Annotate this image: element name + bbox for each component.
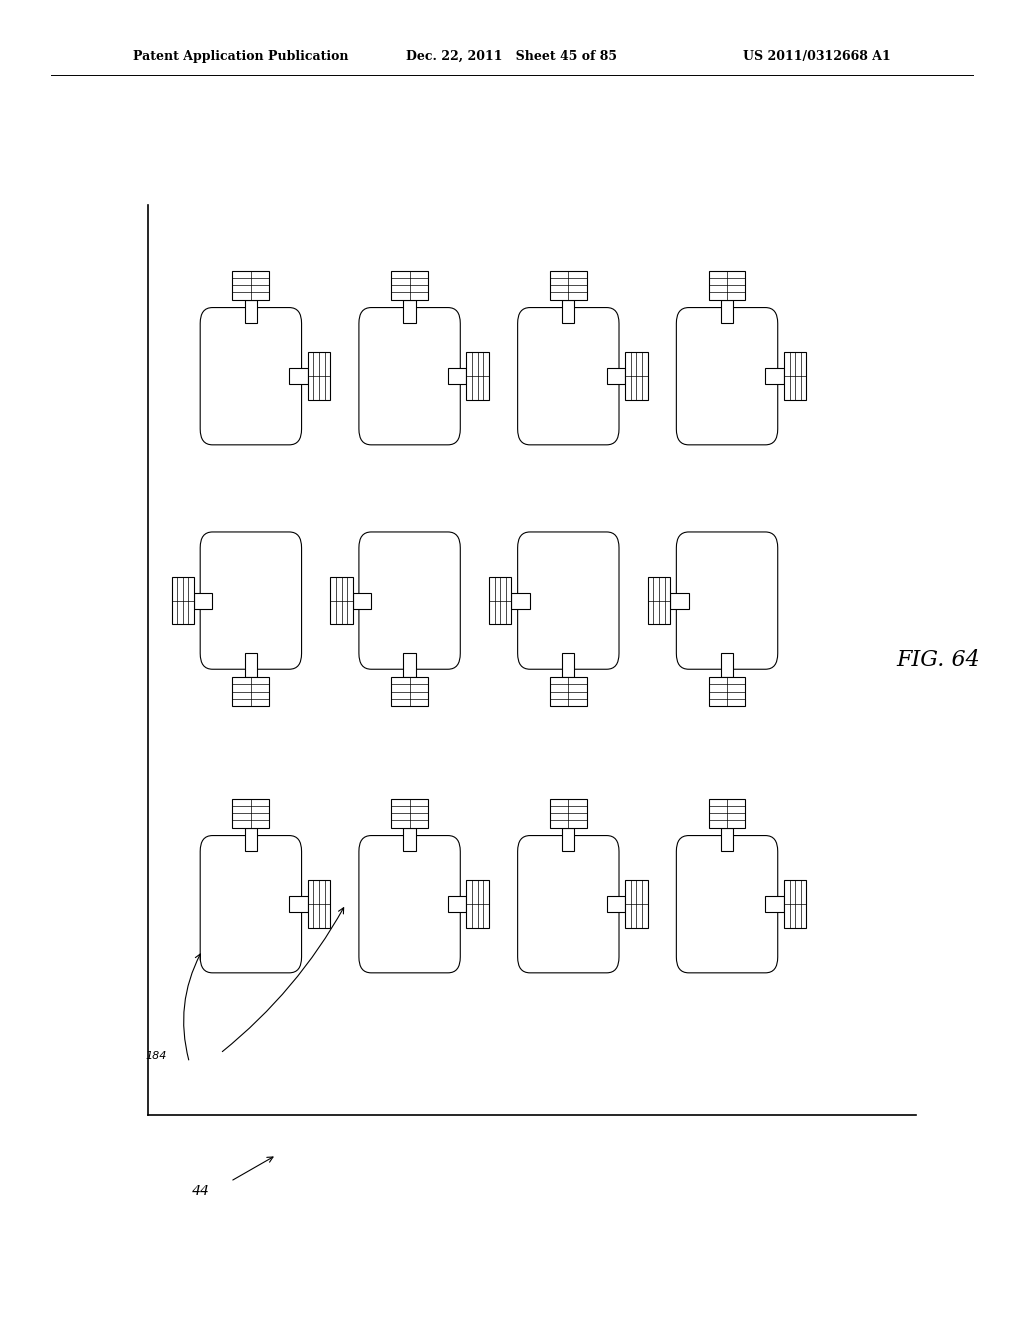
Text: FIG. 64: FIG. 64	[896, 649, 980, 671]
Bar	[765, 896, 784, 912]
Bar	[403, 300, 416, 323]
Bar	[245, 653, 257, 677]
FancyBboxPatch shape	[200, 836, 301, 973]
Bar	[489, 577, 512, 624]
FancyBboxPatch shape	[676, 532, 778, 669]
Bar	[709, 799, 745, 828]
FancyBboxPatch shape	[359, 308, 461, 445]
Bar	[562, 828, 574, 851]
Bar	[467, 880, 489, 928]
Bar	[172, 577, 195, 624]
Bar	[550, 677, 587, 706]
Bar	[289, 896, 307, 912]
FancyBboxPatch shape	[518, 836, 618, 973]
Bar	[625, 880, 648, 928]
Text: Patent Application Publication: Patent Application Publication	[133, 50, 348, 63]
Bar	[245, 300, 257, 323]
Bar	[449, 368, 467, 384]
FancyBboxPatch shape	[518, 532, 618, 669]
Bar	[709, 271, 745, 300]
Bar	[709, 677, 745, 706]
Bar	[625, 352, 648, 400]
Text: US 2011/0312668 A1: US 2011/0312668 A1	[743, 50, 891, 63]
Bar	[195, 593, 213, 609]
FancyBboxPatch shape	[676, 836, 778, 973]
FancyBboxPatch shape	[359, 836, 461, 973]
Bar	[765, 368, 784, 384]
Bar	[232, 799, 269, 828]
Bar	[721, 828, 733, 851]
FancyBboxPatch shape	[200, 532, 301, 669]
Bar	[784, 352, 807, 400]
Text: 184: 184	[145, 1051, 167, 1061]
FancyBboxPatch shape	[359, 532, 461, 669]
Bar	[562, 653, 574, 677]
Bar	[784, 880, 807, 928]
Bar	[467, 352, 489, 400]
Bar	[721, 300, 733, 323]
Bar	[550, 271, 587, 300]
Bar	[512, 593, 530, 609]
Bar	[606, 896, 625, 912]
Bar	[606, 368, 625, 384]
Bar	[391, 271, 428, 300]
FancyBboxPatch shape	[518, 308, 618, 445]
Bar	[562, 300, 574, 323]
Bar	[330, 577, 352, 624]
Bar	[449, 896, 467, 912]
Bar	[245, 828, 257, 851]
Bar	[232, 677, 269, 706]
Bar	[403, 653, 416, 677]
Text: Dec. 22, 2011   Sheet 45 of 85: Dec. 22, 2011 Sheet 45 of 85	[407, 50, 617, 63]
Bar	[391, 799, 428, 828]
Text: 44: 44	[193, 1184, 210, 1197]
Bar	[721, 653, 733, 677]
FancyBboxPatch shape	[200, 308, 301, 445]
Bar	[647, 577, 670, 624]
Bar	[289, 368, 307, 384]
Bar	[550, 799, 587, 828]
Bar	[307, 352, 330, 400]
Bar	[670, 593, 688, 609]
FancyBboxPatch shape	[676, 308, 778, 445]
Bar	[232, 271, 269, 300]
Bar	[403, 828, 416, 851]
Bar	[391, 677, 428, 706]
Bar	[307, 880, 330, 928]
Bar	[352, 593, 372, 609]
